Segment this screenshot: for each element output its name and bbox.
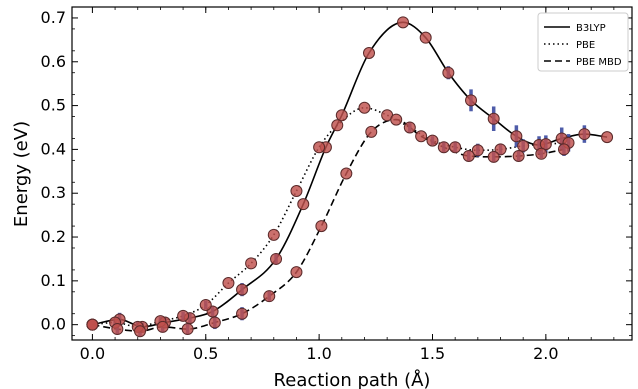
x-tick-label: 1.0 xyxy=(306,344,331,363)
data-point xyxy=(510,130,523,143)
data-point xyxy=(487,112,500,125)
data-point xyxy=(134,325,147,338)
y-tick-label: 0.6 xyxy=(41,52,66,71)
data-point xyxy=(471,144,484,157)
data-point xyxy=(236,283,249,296)
data-point xyxy=(340,167,353,180)
data-point xyxy=(331,119,344,132)
data-point xyxy=(313,141,326,154)
data-point xyxy=(156,320,169,333)
y-tick-label: 0.4 xyxy=(41,139,66,158)
data-point xyxy=(297,198,310,211)
data-point xyxy=(539,138,552,151)
x-tick-label: 0.0 xyxy=(80,344,105,363)
series-line-1 xyxy=(92,106,569,328)
x-tick-label: 1.5 xyxy=(420,344,445,363)
x-axis-label: Reaction path (Å) xyxy=(274,369,431,389)
data-point xyxy=(245,257,258,270)
data-point xyxy=(177,309,190,322)
data-point xyxy=(267,228,280,241)
data-point xyxy=(403,121,416,134)
data-point xyxy=(419,31,432,44)
data-point xyxy=(290,185,303,198)
legend: B3LYP PBE PBE MBD xyxy=(537,12,629,72)
legend-label-0: B3LYP xyxy=(576,23,606,34)
y-tick-label: 0.3 xyxy=(41,183,66,202)
data-point xyxy=(517,139,530,152)
y-tick-label: 0.5 xyxy=(41,96,66,115)
data-point xyxy=(462,149,475,162)
data-point xyxy=(363,47,376,60)
data-point xyxy=(494,143,507,156)
data-point xyxy=(222,277,235,290)
data-point xyxy=(199,298,212,311)
data-point xyxy=(397,16,410,29)
data-point xyxy=(578,128,591,141)
data-point xyxy=(365,125,378,138)
data-point xyxy=(426,134,439,147)
data-point xyxy=(358,101,371,114)
data-point xyxy=(236,307,249,320)
legend-label-1: PBE xyxy=(576,40,595,51)
legend-label-2: PBE MBD xyxy=(576,57,622,68)
plot-layer xyxy=(86,16,614,338)
y-tick-label: 0.0 xyxy=(41,315,66,334)
data-point xyxy=(415,130,428,143)
x-tick-label: 2.0 xyxy=(533,344,558,363)
y-tick-label: 0.7 xyxy=(41,8,66,27)
data-point xyxy=(315,220,328,233)
x-tick-label: 0.5 xyxy=(193,344,218,363)
data-point xyxy=(390,113,403,126)
data-point xyxy=(442,66,455,79)
data-point xyxy=(449,141,462,154)
data-point xyxy=(181,323,194,336)
data-point xyxy=(512,149,525,162)
y-tick-label: 0.1 xyxy=(41,271,66,290)
data-point xyxy=(263,290,276,303)
data-point xyxy=(437,141,450,154)
data-point xyxy=(465,94,478,107)
data-point xyxy=(111,323,124,336)
y-tick-label: 0.2 xyxy=(41,227,66,246)
data-point xyxy=(335,109,348,122)
plot-frame xyxy=(71,6,633,341)
series-line-2 xyxy=(92,118,565,333)
y-axis-label: Energy (eV) xyxy=(11,121,32,227)
data-point xyxy=(86,318,99,331)
axes-layer: 0.0 0.5 1.0 1.5 2.0 0.0 0.1 0.2 0.3 0.4 0.5 0.6 0.7 xyxy=(41,7,632,363)
data-point xyxy=(535,147,548,160)
data-point xyxy=(487,150,500,163)
data-point xyxy=(601,131,614,144)
data-point xyxy=(270,252,283,265)
data-point xyxy=(290,266,303,279)
data-point xyxy=(208,316,221,329)
data-point xyxy=(557,143,570,156)
